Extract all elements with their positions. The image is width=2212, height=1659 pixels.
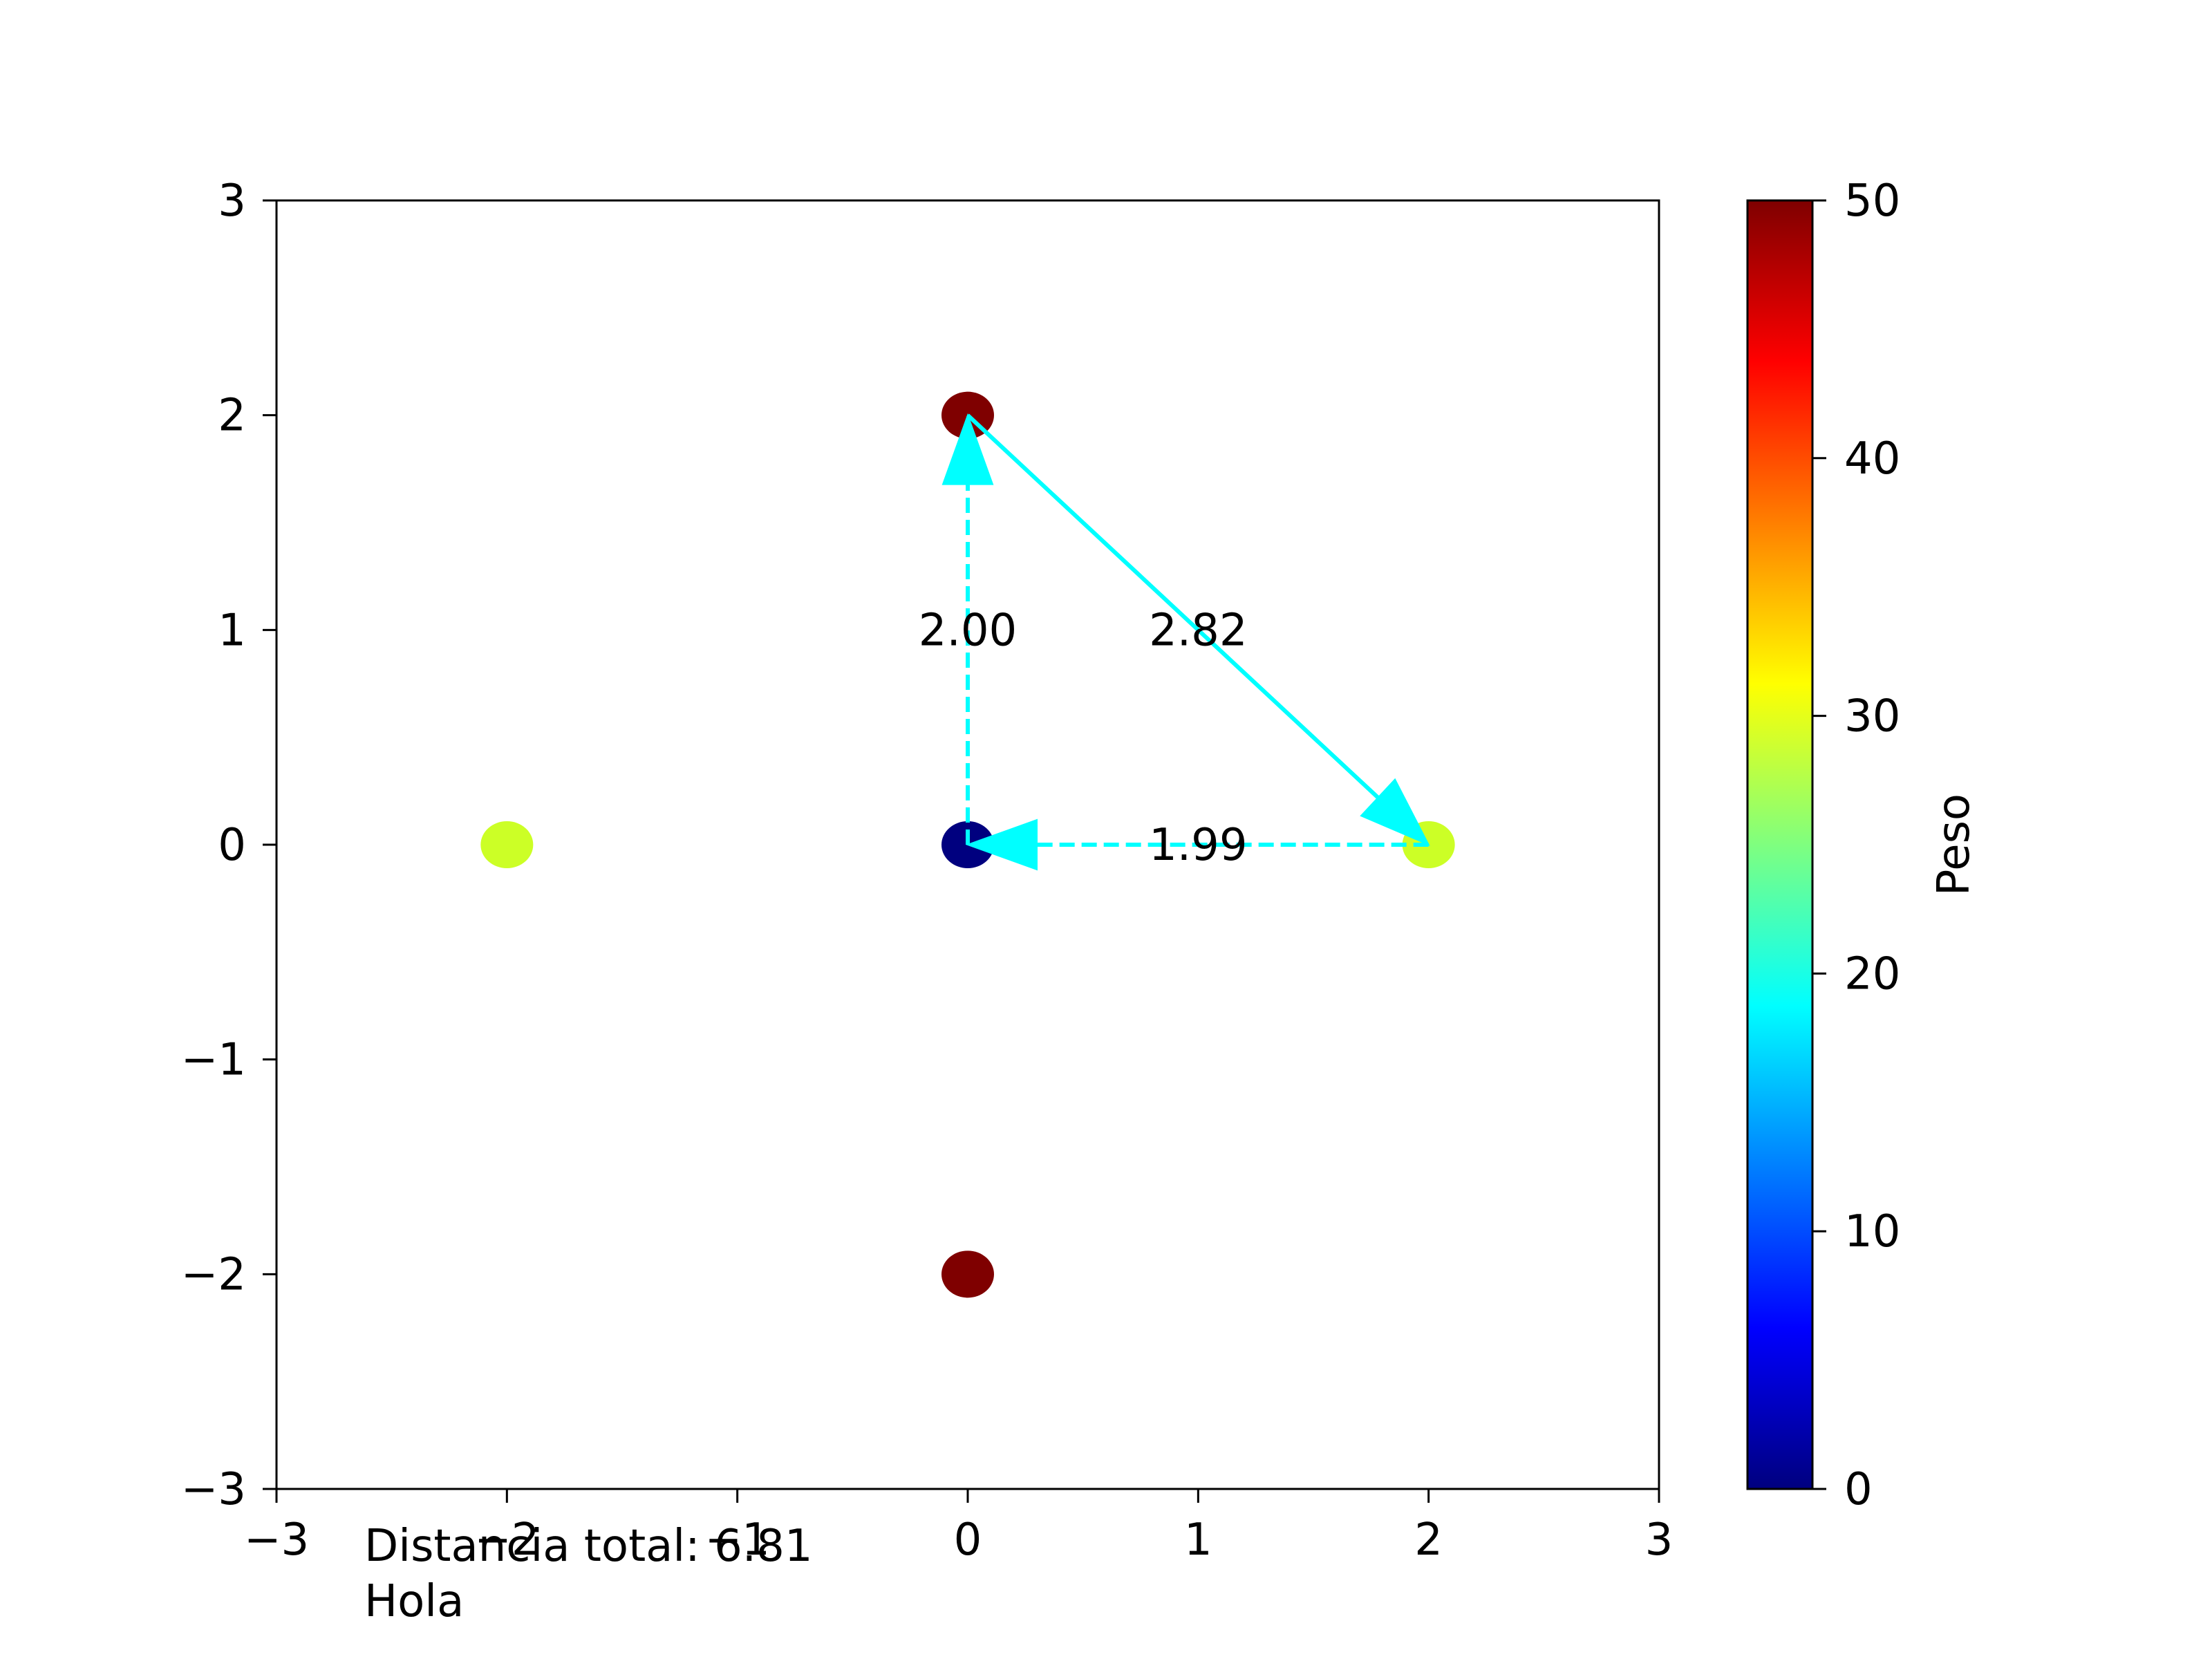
x-tick-label: 2 <box>1414 1515 1443 1566</box>
y-tick-label: −1 <box>181 1035 246 1086</box>
edge-arrowhead <box>966 818 1038 871</box>
edge-line <box>966 413 1380 800</box>
edge-label-layer: 2.82 1.99 2.00 <box>919 605 1248 871</box>
x-axis: −3 −2 −1 0 1 2 3 <box>244 1489 1674 1566</box>
colorbar-tick-label: 0 <box>1844 1464 1873 1515</box>
colorbar-tick-label: 50 <box>1844 176 1900 227</box>
y-tick-label: −3 <box>181 1464 246 1515</box>
x-tick-label: −3 <box>244 1515 309 1566</box>
x-tick-label: 1 <box>1184 1515 1212 1566</box>
colorbar-label: Peso <box>1929 794 1980 896</box>
x-tick-label: −1 <box>704 1515 769 1566</box>
total-distance-caption: Distancia total: 6.81 <box>364 1521 813 1572</box>
hola-caption: Hola <box>364 1576 464 1627</box>
colorbar-tick-label: 10 <box>1844 1206 1900 1257</box>
edge-arrowhead <box>941 413 994 485</box>
edge-distance-label: 1.99 <box>1149 820 1248 871</box>
x-tick-label: 0 <box>954 1515 982 1566</box>
edge-distance-label: 2.00 <box>919 605 1018 656</box>
y-tick-label: 2 <box>218 391 246 442</box>
edge-distance-label: 2.82 <box>1149 605 1248 656</box>
y-tick-label: 1 <box>218 605 246 656</box>
x-tick-label: −2 <box>474 1515 539 1566</box>
y-tick-label: 0 <box>218 820 246 871</box>
y-tick-label: 3 <box>218 176 246 227</box>
edge-layer <box>941 413 1430 871</box>
scatter-point <box>941 1250 994 1298</box>
scatter-point <box>480 821 534 868</box>
x-tick-label: 3 <box>1645 1515 1674 1566</box>
colorbar-tick-label: 30 <box>1844 691 1900 742</box>
colorbar <box>1746 199 1814 1490</box>
edge-arrowhead <box>1360 778 1430 847</box>
colorbar-axis: 0 10 20 30 40 50 <box>1812 176 1900 1515</box>
colorbar-tick-label: 40 <box>1844 433 1900 485</box>
y-tick-label: −2 <box>181 1249 246 1300</box>
y-axis: −3 −2 −1 0 1 2 3 <box>181 176 276 1515</box>
colorbar-tick-label: 20 <box>1844 948 1900 1000</box>
